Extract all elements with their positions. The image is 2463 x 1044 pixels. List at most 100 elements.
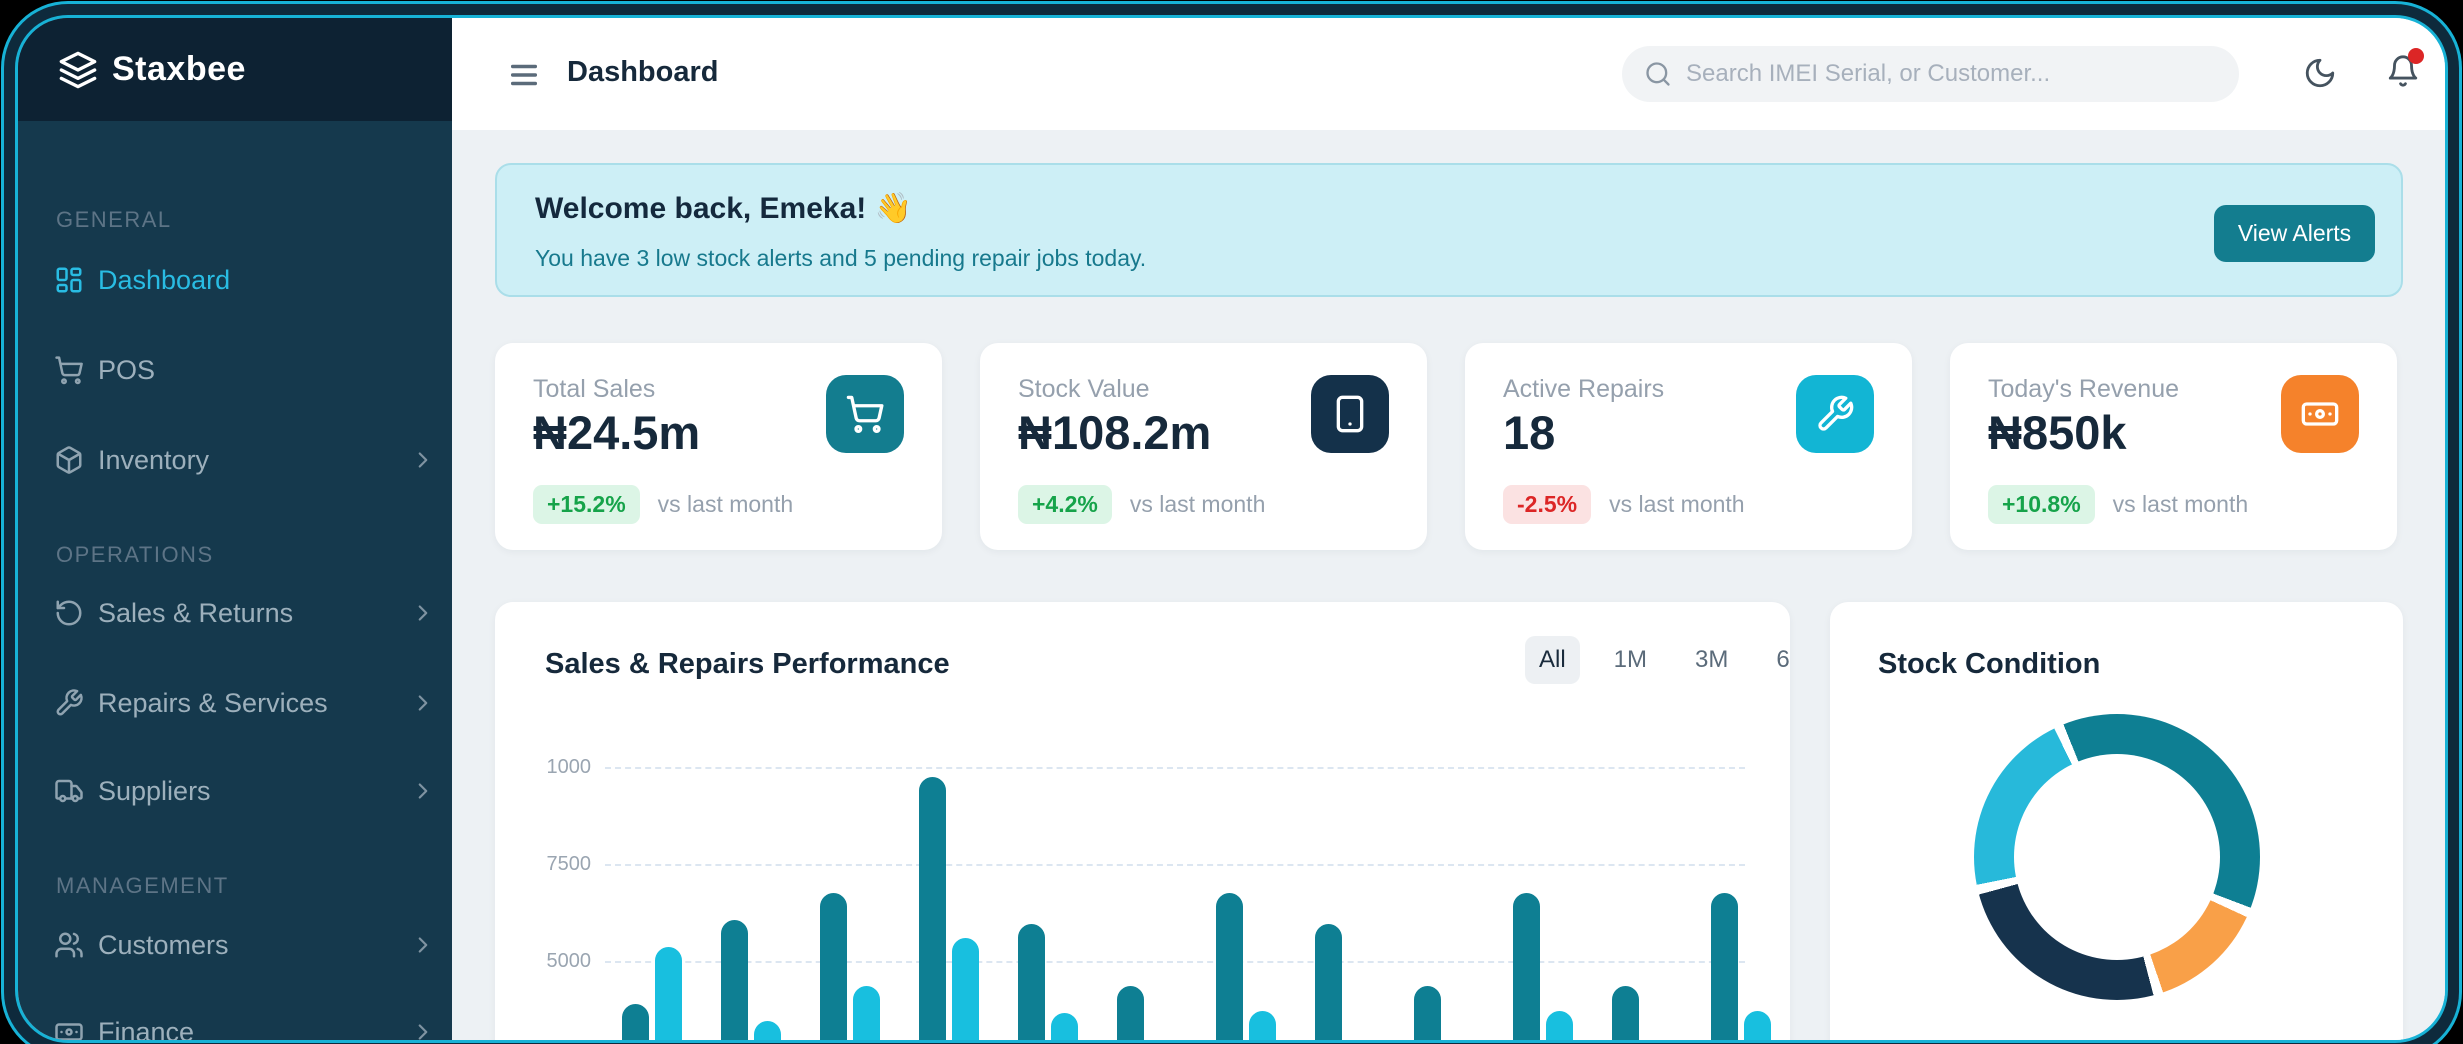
users-icon [54, 930, 84, 960]
page-title: Dashboard [567, 56, 719, 88]
range-tab-3m[interactable]: 3M [1695, 646, 1729, 673]
stock-condition-donut-chart [1974, 714, 2260, 1000]
vs-note: vs last month [1609, 491, 1745, 517]
view-alerts-button[interactable]: View Alerts [2214, 205, 2375, 262]
notification-dot [2408, 48, 2424, 64]
y-axis-tick-label: 7500 [546, 853, 592, 875]
sidebar-item-label: Inventory [98, 444, 210, 475]
stat-footer: +10.8% vs last month [1988, 485, 2248, 524]
sidebar-item-label: POS [98, 354, 156, 385]
truck-icon [54, 776, 84, 806]
delta-badge: +15.2% [533, 485, 640, 524]
stat-footer: +15.2% vs last month [533, 485, 793, 524]
delta-badge: -2.5% [1503, 485, 1592, 524]
bar [655, 947, 682, 1040]
gridline [605, 767, 1745, 769]
sidebar-item-inventory[interactable]: Inventory [18, 430, 452, 490]
sidebar-item-customers[interactable]: Customers [18, 915, 452, 975]
stat-label: Total Sales [533, 375, 656, 403]
wrench-icon [54, 688, 84, 718]
stat-footer: -2.5% vs last month [1503, 485, 1745, 524]
stat-label: Today's Revenue [1988, 375, 2180, 403]
stat-value: ₦108.2m [1018, 406, 1212, 459]
sidebar-item-finance[interactable]: Finance [18, 1002, 452, 1040]
bar [1315, 924, 1342, 1040]
brand-name: Staxbee [112, 50, 246, 88]
bar [1216, 893, 1243, 1040]
range-tab-all[interactable]: All [1525, 636, 1580, 684]
bar [622, 1003, 649, 1040]
bar [1051, 1013, 1078, 1040]
brand: Staxbee [18, 18, 452, 121]
bar [1513, 893, 1540, 1040]
search-bar[interactable] [1622, 46, 2239, 102]
sidebar-item-repairs-services[interactable]: Repairs & Services [18, 673, 452, 733]
chevron-right-icon [410, 690, 436, 716]
bar [1249, 1011, 1276, 1040]
stat-card-today-s-revenue: Today's Revenue ₦850k +10.8% vs last month [1950, 343, 2397, 550]
wrench-icon [1796, 375, 1874, 453]
welcome-banner: Welcome back, Emeka! 👋 You have 3 low st… [495, 163, 2403, 297]
moon-icon[interactable] [2303, 56, 2337, 90]
sidebar: Staxbee GENERAL Dashboard POS Inventory OPER… [18, 18, 452, 1040]
sidebar-item-label: Dashboard [98, 264, 231, 295]
stat-card-stock-value: Stock Value ₦108.2m +4.2% vs last month [980, 343, 1427, 550]
layers-logo-icon [58, 50, 98, 90]
vs-note: vs last month [1129, 491, 1266, 517]
bell-glyph-icon [2386, 54, 2420, 88]
sidebar-item-pos[interactable]: POS [18, 340, 452, 400]
stat-label: Active Repairs [1503, 375, 1665, 403]
bar [1414, 986, 1441, 1040]
bar [952, 937, 979, 1040]
donut-hole [2014, 754, 2220, 960]
sidebar-section-label: MANAGEMENT [56, 873, 229, 898]
main-content: Welcome back, Emeka! 👋 You have 3 low st… [452, 130, 2445, 1040]
sidebar-item-sales-returns[interactable]: Sales & Returns [18, 583, 452, 643]
search-input[interactable] [1686, 60, 2217, 88]
chevron-right-icon [410, 778, 436, 804]
bell-icon[interactable] [2386, 48, 2424, 93]
cart-icon [54, 355, 84, 385]
performance-chart-title: Sales & Repairs Performance [545, 648, 950, 680]
gridline [605, 864, 1745, 866]
sidebar-section-label: GENERAL [56, 207, 172, 232]
cart-icon [826, 375, 904, 453]
stat-value: ₦24.5m [533, 406, 701, 459]
bar [754, 1021, 781, 1040]
search-icon [1644, 60, 1672, 88]
topbar: Dashboard [452, 18, 2445, 130]
stock-condition-title: Stock Condition [1878, 648, 2101, 680]
bar [1117, 986, 1144, 1040]
bar [1744, 1011, 1771, 1040]
sidebar-item-label: Finance [98, 1016, 195, 1041]
delta-badge: +4.2% [1018, 485, 1112, 524]
sidebar-item-label: Repairs & Services [98, 687, 328, 718]
bar [1018, 924, 1045, 1040]
vs-note: vs last month [2112, 491, 2249, 517]
sidebar-item-dashboard[interactable]: Dashboard [18, 250, 452, 310]
bar [820, 893, 847, 1040]
welcome-subtitle: You have 3 low stock alerts and 5 pendin… [535, 245, 1147, 271]
dashboard-grid-icon [54, 265, 84, 295]
banknote-icon [54, 1017, 84, 1040]
chevron-right-icon [410, 932, 436, 958]
y-axis-tick-label: 1000 [546, 756, 592, 778]
chevron-right-icon [410, 447, 436, 473]
range-tab-6m[interactable]: 6M [1776, 646, 1790, 673]
device-frame: Staxbee GENERAL Dashboard POS Inventory OPER… [4, 4, 2459, 1044]
menu-icon[interactable] [507, 58, 541, 92]
stat-card-active-repairs: Active Repairs 18 -2.5% vs last month [1465, 343, 1912, 550]
vs-note: vs last month [657, 491, 794, 517]
stat-value: 18 [1503, 406, 1556, 459]
stat-value: ₦850k [1988, 406, 2127, 459]
stock-condition-card: Stock Condition [1830, 602, 2403, 1040]
sidebar-item-suppliers[interactable]: Suppliers [18, 761, 452, 821]
bar [1711, 893, 1738, 1040]
gridline [605, 961, 1745, 963]
bar [853, 986, 880, 1040]
banknote-icon [2281, 375, 2359, 453]
range-tab-1m[interactable]: 1M [1613, 646, 1648, 673]
smartphone-icon [1311, 375, 1389, 453]
sidebar-section-label: OPERATIONS [56, 542, 214, 567]
